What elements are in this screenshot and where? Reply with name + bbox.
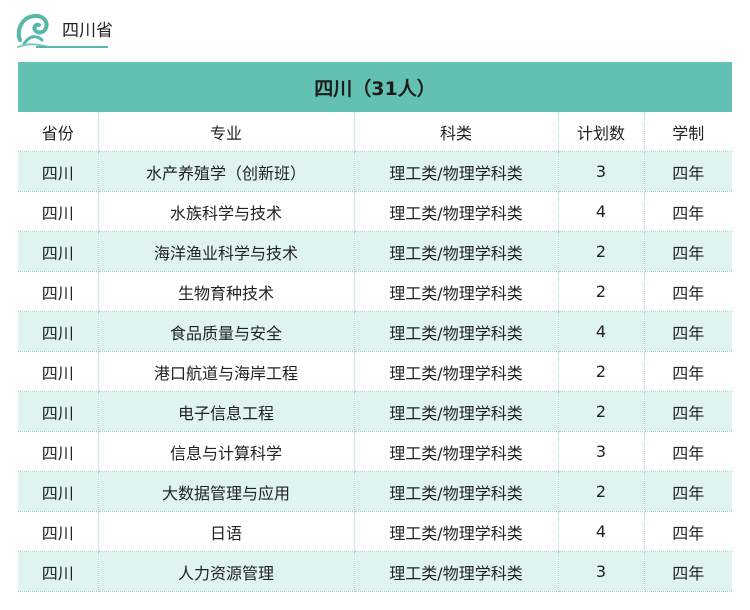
plan-table: 省份 专业 科类 计划数 学制 四川 水产养殖学（创新班） 理工类/物理学科类 …: [18, 112, 732, 592]
column-header-plan: 计划数: [558, 112, 645, 152]
wave-logo-icon: [16, 13, 49, 48]
cell-province: 四川: [18, 311, 99, 352]
cell-major: 水产养殖学（创新班）: [98, 151, 355, 192]
table-body: 四川 水产养殖学（创新班） 理工类/物理学科类 3 四年 四川 水族科学与技术 …: [18, 151, 732, 592]
title-underline: [36, 46, 108, 48]
table-row: 四川 水产养殖学（创新班） 理工类/物理学科类 3 四年: [18, 151, 732, 192]
cell-plan: 4: [558, 511, 645, 552]
cell-plan: 2: [558, 391, 645, 432]
table-row: 四川 日语 理工类/物理学科类 4 四年: [18, 511, 732, 552]
cell-category: 理工类/物理学科类: [354, 551, 559, 592]
table-header-row: 省份 专业 科类 计划数 学制: [18, 112, 732, 152]
cell-duration: 四年: [644, 551, 732, 592]
cell-duration: 四年: [644, 231, 732, 272]
column-header-major: 专业: [98, 112, 355, 152]
cell-duration: 四年: [644, 351, 732, 392]
column-header-category: 科类: [354, 112, 559, 152]
cell-duration: 四年: [644, 151, 732, 192]
cell-duration: 四年: [644, 191, 732, 232]
cell-plan: 2: [558, 351, 645, 392]
cell-major: 大数据管理与应用: [98, 471, 355, 512]
table-row: 四川 海洋渔业科学与技术 理工类/物理学科类 2 四年: [18, 231, 732, 272]
cell-category: 理工类/物理学科类: [354, 431, 559, 472]
cell-province: 四川: [18, 191, 99, 232]
cell-plan: 4: [558, 191, 645, 232]
cell-major: 日语: [98, 511, 355, 552]
cell-plan: 3: [558, 431, 645, 472]
cell-province: 四川: [18, 351, 99, 392]
table-banner: 四川（31人）: [18, 62, 732, 112]
cell-major: 海洋渔业科学与技术: [98, 231, 355, 272]
cell-category: 理工类/物理学科类: [354, 151, 559, 192]
cell-province: 四川: [18, 151, 99, 192]
column-header-province: 省份: [18, 112, 99, 152]
cell-duration: 四年: [644, 271, 732, 312]
cell-major: 水族科学与技术: [98, 191, 355, 232]
cell-plan: 4: [558, 311, 645, 352]
cell-category: 理工类/物理学科类: [354, 231, 559, 272]
column-header-duration: 学制: [644, 112, 732, 152]
cell-duration: 四年: [644, 431, 732, 472]
table-row: 四川 港口航道与海岸工程 理工类/物理学科类 2 四年: [18, 351, 732, 392]
cell-category: 理工类/物理学科类: [354, 191, 559, 232]
table-row: 四川 大数据管理与应用 理工类/物理学科类 2 四年: [18, 471, 732, 512]
cell-category: 理工类/物理学科类: [354, 511, 559, 552]
cell-province: 四川: [18, 471, 99, 512]
section-title: 四川省: [62, 21, 113, 41]
cell-major: 生物育种技术: [98, 271, 355, 312]
cell-plan: 2: [558, 471, 645, 512]
cell-major: 人力资源管理: [98, 551, 355, 592]
cell-major: 港口航道与海岸工程: [98, 351, 355, 392]
cell-major: 电子信息工程: [98, 391, 355, 432]
table-row: 四川 生物育种技术 理工类/物理学科类 2 四年: [18, 271, 732, 312]
cell-plan: 3: [558, 551, 645, 592]
cell-category: 理工类/物理学科类: [354, 471, 559, 512]
table-row: 四川 人力资源管理 理工类/物理学科类 3 四年: [18, 551, 732, 592]
cell-category: 理工类/物理学科类: [354, 311, 559, 352]
cell-major: 信息与计算科学: [98, 431, 355, 472]
cell-province: 四川: [18, 391, 99, 432]
table-row: 四川 食品质量与安全 理工类/物理学科类 4 四年: [18, 311, 732, 352]
cell-duration: 四年: [644, 511, 732, 552]
cell-plan: 2: [558, 231, 645, 272]
cell-duration: 四年: [644, 471, 732, 512]
cell-category: 理工类/物理学科类: [354, 351, 559, 392]
cell-province: 四川: [18, 271, 99, 312]
cell-category: 理工类/物理学科类: [354, 271, 559, 312]
cell-province: 四川: [18, 511, 99, 552]
cell-major: 食品质量与安全: [98, 311, 355, 352]
table-row: 四川 电子信息工程 理工类/物理学科类 2 四年: [18, 391, 732, 432]
cell-duration: 四年: [644, 311, 732, 352]
enrollment-plan-table: 四川（31人） 省份 专业 科类 计划数 学制 四川 水产养殖学（创新班） 理工…: [18, 62, 732, 592]
cell-category: 理工类/物理学科类: [354, 391, 559, 432]
cell-province: 四川: [18, 431, 99, 472]
cell-province: 四川: [18, 231, 99, 272]
section-header: 四川省: [14, 10, 134, 50]
cell-duration: 四年: [644, 391, 732, 432]
table-row: 四川 水族科学与技术 理工类/物理学科类 4 四年: [18, 191, 732, 232]
cell-plan: 2: [558, 271, 645, 312]
cell-province: 四川: [18, 551, 99, 592]
table-row: 四川 信息与计算科学 理工类/物理学科类 3 四年: [18, 431, 732, 472]
cell-plan: 3: [558, 151, 645, 192]
